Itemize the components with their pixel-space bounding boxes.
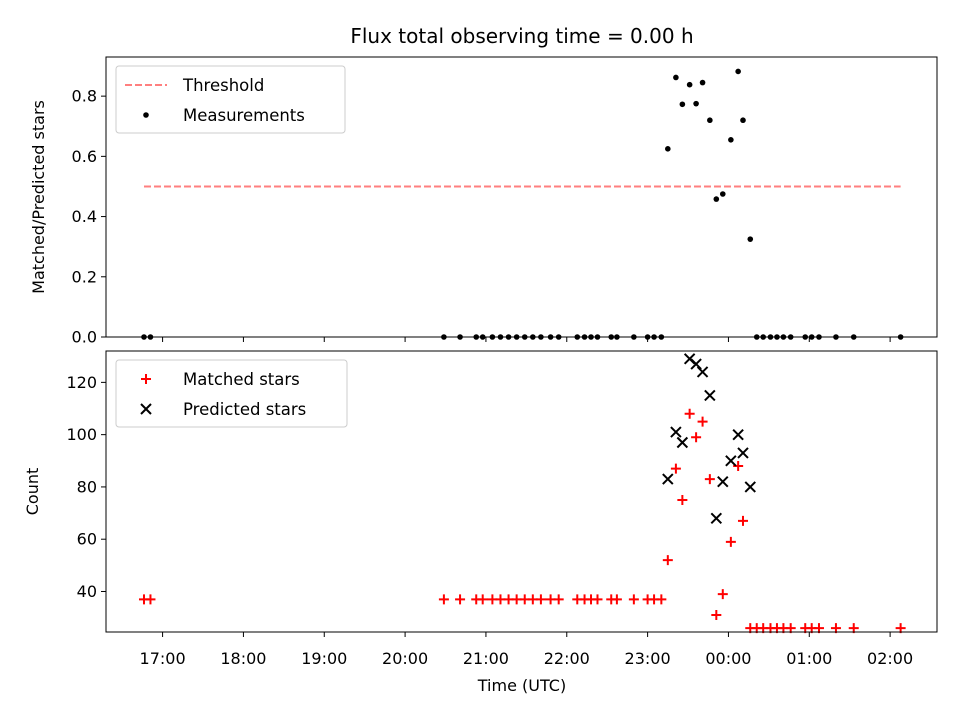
x-tick-label: 21:00 (463, 649, 509, 668)
matched-star-point (785, 623, 796, 634)
y-tick-label: 80 (77, 477, 97, 496)
legend-measurement-swatch (143, 112, 149, 118)
predicted-star-point (704, 389, 716, 402)
matched-star-point (830, 623, 841, 634)
measurement-point (673, 74, 679, 81)
x-tick-label: 02:00 (867, 649, 913, 668)
measurement-point (699, 79, 706, 86)
measurement-point (665, 146, 671, 152)
predicted-star-point (732, 428, 744, 441)
matched-star-point (691, 432, 702, 443)
legend: Matched stars Predicted stars (115, 359, 348, 428)
y-tick-label: 100 (66, 425, 97, 444)
predicted-star-point (744, 481, 756, 493)
matched-star-point (704, 474, 715, 485)
matched-star-point (535, 594, 546, 605)
y-tick-label: 0.8 (72, 87, 97, 106)
matched-star-point (697, 416, 708, 427)
matched-star-point (733, 461, 744, 472)
legend-label: Threshold (182, 76, 264, 95)
y-tick-label: 0.0 (72, 328, 97, 347)
measurement-point (693, 100, 699, 107)
predicted-star-point (670, 426, 682, 438)
x-tick-label: 22:00 (544, 649, 590, 668)
matched-star-point (145, 594, 156, 605)
predicted-star-point (710, 512, 723, 525)
legend-box (115, 359, 348, 428)
x-tick-label: 23:00 (625, 649, 671, 668)
matched-star-point (813, 623, 824, 634)
matched-star-point (477, 594, 488, 605)
matched-star-point (717, 589, 728, 600)
measurement-point (747, 236, 754, 242)
y-tick-label: 0.4 (72, 207, 97, 226)
chart-title: Flux total observing time = 0.00 h (350, 24, 693, 48)
legend: Threshold Measurements (115, 65, 346, 134)
y-tick-label: 0.2 (72, 267, 97, 286)
x-tick-label: 18:00 (220, 649, 266, 668)
x-tick-label: 20:00 (382, 649, 428, 668)
measurement-point (740, 117, 746, 124)
predicted-star-point (662, 473, 674, 485)
legend-matched-swatch (141, 374, 151, 384)
matched-star-point (725, 536, 736, 547)
x-axis: 17:00 18:00 19:00 20:00 21:00 22:00 23:00 00:00… (140, 649, 914, 668)
y-tick-label: 120 (66, 373, 97, 392)
y-tick-label: 0.6 (72, 147, 97, 166)
matched-star-point (438, 594, 449, 605)
predicted-star-point (717, 475, 729, 488)
matched-star-point (711, 610, 722, 621)
measurement-point (719, 191, 726, 197)
plot-frame (105, 56, 938, 338)
y-axis-label: Matched/Predicted stars (29, 100, 48, 294)
matched-star-point (628, 594, 639, 605)
predicted-star-point (676, 436, 689, 449)
x-tick-label: 00:00 (705, 649, 751, 668)
predicted-star-point (725, 455, 737, 467)
matched-star-point (677, 494, 688, 505)
predicted-star-point (696, 366, 709, 378)
y-tick-label: 60 (77, 530, 97, 549)
x-tick-label: 17:00 (140, 649, 186, 668)
x-tick-label: 01:00 (786, 649, 832, 668)
matched-star-point (553, 594, 564, 605)
measurement-point (679, 101, 686, 108)
plot-frame (105, 350, 938, 633)
legend-box (115, 65, 346, 134)
matched-star-point (670, 463, 681, 474)
matched-star-point (662, 555, 673, 566)
matched-star-point (592, 594, 603, 605)
legend-label: Predicted stars (183, 400, 306, 419)
legend-predicted-swatch (140, 403, 152, 415)
measurement-point (728, 136, 734, 143)
measurement-point (686, 81, 693, 88)
matched-star-point (895, 623, 906, 634)
matched-star-point (684, 408, 695, 419)
matched-star-point (737, 515, 748, 526)
y-axis-label: Count (23, 468, 42, 516)
matched-star-point (611, 594, 622, 605)
x-tick-label: 19:00 (301, 649, 347, 668)
measurement-point (713, 196, 720, 202)
x-axis-label: Time (UTC) (477, 676, 566, 695)
matched-star-point (656, 594, 667, 605)
count-panel: 40 60 80 100 120 Count Matched stars Predicted … (23, 350, 938, 637)
legend-label: Measurements (183, 106, 305, 125)
ratio-panel: 0.0 0.2 0.4 0.6 0.8 Matched/Predicted stars Th… (29, 56, 938, 347)
matched-star-point (848, 623, 859, 634)
legend-label: Matched stars (183, 370, 300, 389)
measurement-point (707, 117, 713, 124)
y-tick-label: 40 (77, 582, 97, 601)
predicted-star-point (737, 447, 749, 459)
matched-star-point (455, 594, 466, 605)
measurement-point (735, 68, 741, 75)
